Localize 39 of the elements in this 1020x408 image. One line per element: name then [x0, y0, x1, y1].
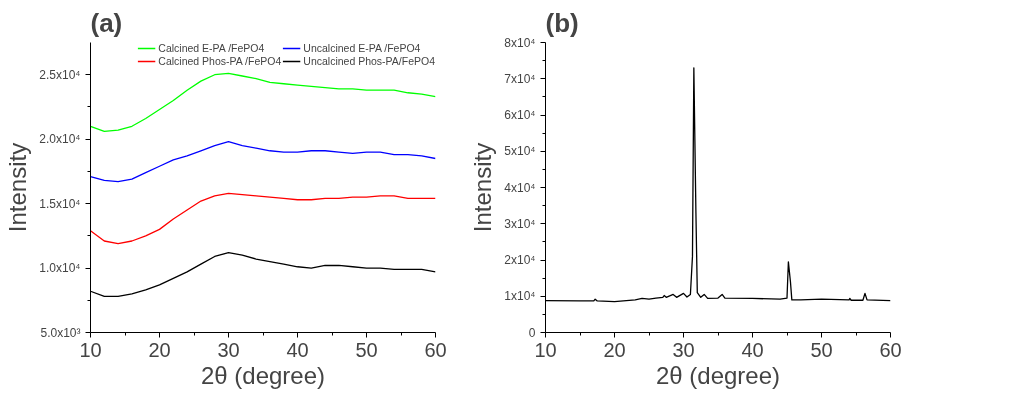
x-tick-label: 10 — [79, 338, 102, 361]
x-tick-label: 60 — [424, 338, 447, 361]
y-axis-title: Intensity — [4, 142, 32, 233]
y-tick-label: 5x10⁴ — [504, 144, 536, 159]
line-series — [90, 141, 436, 183]
legend-label: Uncalcined Phos-PA/FePO4 — [303, 55, 435, 67]
x-tick-label: 50 — [355, 338, 378, 361]
line-series — [90, 192, 436, 245]
x-tick-label: 50 — [810, 338, 833, 361]
y-tick-label: 2.5x10⁴ — [39, 67, 81, 82]
legend-label: Uncalcined E-PA /FePO4 — [303, 42, 421, 54]
y-tick-label: 4x10⁴ — [504, 180, 536, 195]
chart-title: (a) — [90, 7, 123, 38]
x-tick-label: 40 — [741, 338, 764, 361]
x-tick-label: 40 — [286, 338, 309, 361]
x-tick-label: 20 — [148, 338, 171, 361]
y-tick-label: 1x10⁴ — [504, 289, 536, 304]
x-axis-title: 2θ (degree) — [655, 361, 781, 389]
x-axis-title: 2θ (degree) — [200, 361, 326, 389]
y-tick-label: 0 — [528, 325, 536, 340]
x-tick-label: 10 — [534, 338, 557, 361]
y-tick-label: 1.0x10⁴ — [39, 261, 81, 276]
y-axis-title: Intensity — [469, 142, 497, 233]
chart-title: (b) — [545, 7, 579, 38]
y-tick-label: 3x10⁴ — [504, 216, 536, 231]
y-tick-label: 7x10⁴ — [504, 71, 536, 86]
y-tick-label: 1.5x10⁴ — [39, 196, 81, 211]
x-tick-label: 30 — [672, 338, 695, 361]
x-tick-label: 30 — [217, 338, 240, 361]
x-tick-label: 60 — [879, 338, 902, 361]
y-tick-label: 5.0x10³ — [40, 325, 81, 340]
y-tick-label: 2x10⁴ — [504, 253, 536, 267]
y-tick-label: 2.0x10⁴ — [39, 132, 81, 147]
legend-label: Calcined E-PA /FePO4 — [158, 42, 265, 54]
line-series — [90, 72, 436, 133]
y-tick-label: 8x10⁴ — [504, 35, 536, 50]
y-tick-label: 6x10⁴ — [504, 108, 536, 122]
x-tick-label: 20 — [603, 338, 626, 361]
legend-label: Calcined Phos-PA /FePO4 — [158, 55, 282, 67]
